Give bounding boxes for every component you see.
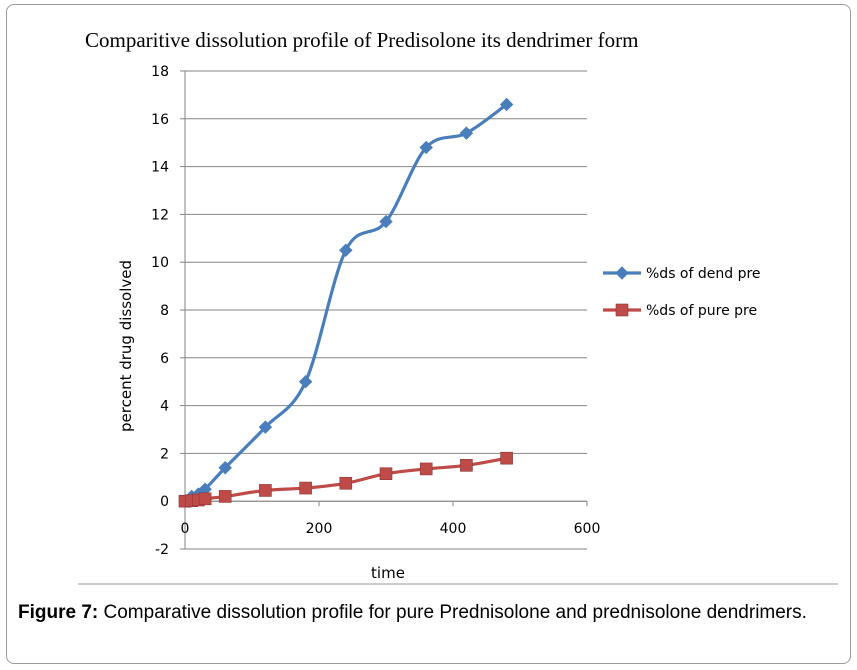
y-tick-label: 10 [151,255,169,271]
x-axis-label: time [371,564,405,582]
y-axis-label: percent drug dissolved [117,260,135,432]
legend-label: %ds of pure pre [646,303,757,319]
data-point [379,467,393,481]
data-point [419,140,433,155]
axes [180,70,588,550]
y-tick-label: 8 [160,303,169,319]
x-tick-label: 0 [181,521,190,537]
y-tick-label: 12 [151,207,169,223]
data-point [339,243,353,257]
x-tick-labels: 0 200 400 600 [181,521,601,537]
chart-title: Comparitive dissolution profile of Predi… [85,28,639,52]
series-1 [178,97,514,508]
series-2 [178,451,513,508]
data-point [459,126,474,140]
y-tick-label: 6 [160,351,169,367]
series-layer [178,97,514,508]
legend-label: %ds of dend pre [646,266,761,282]
data-point [460,459,473,472]
data-point [218,490,232,503]
x-tick-label: 400 [440,521,467,537]
caption-text: Comparative dissolution profile for pure… [98,602,807,623]
y-tick-label: 4 [160,399,169,415]
data-point [419,462,433,476]
chart: Comparitive dissolution profile of Predi… [78,28,838,585]
caption-label: Figure 7: [18,602,99,623]
x-tick-label: 200 [306,521,333,537]
x-tick-label: 600 [574,521,601,537]
legend-item: %ds of dend pre [603,266,761,282]
legend: %ds of dend pre %ds of pure pre [603,266,761,319]
y-tick-label: -2 [155,542,169,558]
data-point [499,97,514,112]
data-point [339,476,353,490]
data-point [259,484,272,497]
data-point [218,461,232,475]
data-point [299,481,312,495]
figure-frame [6,4,851,664]
figure-caption: Figure 7: Comparative dissolution profil… [18,600,848,625]
data-point [258,420,273,434]
data-point [500,451,513,465]
data-point [198,492,212,506]
y-tick-labels: -2 0 2 4 6 8 10 12 14 16 18 [151,64,169,558]
data-point [298,374,313,389]
legend-item: %ds of pure pre [603,303,757,319]
y-tick-label: 18 [151,64,169,80]
data-point [379,214,393,229]
y-tick-label: 14 [151,160,169,176]
legend-swatch-marker [615,266,629,280]
y-tick-label: 0 [160,494,169,510]
legend-swatch-marker [615,303,629,317]
series-line [184,103,508,503]
y-tick-label: 2 [160,446,169,462]
y-tick-label: 16 [151,112,169,128]
